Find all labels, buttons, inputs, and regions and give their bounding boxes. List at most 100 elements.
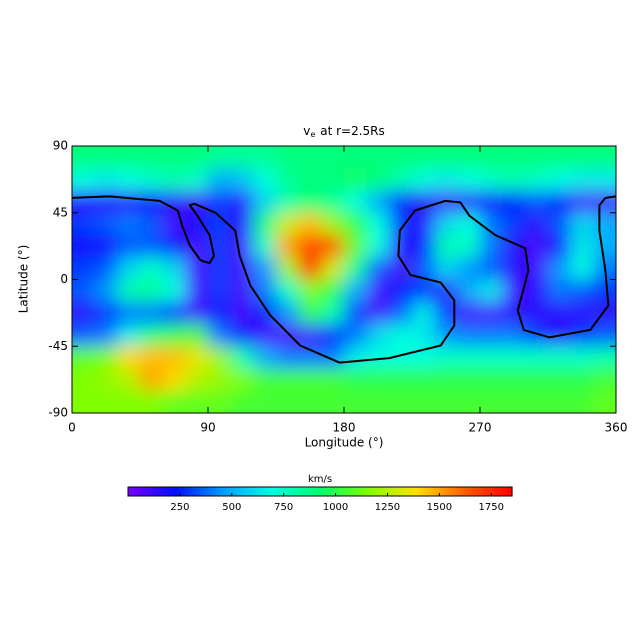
heat-cell [276,279,300,303]
heat-cell [253,235,277,258]
colorbar-swatch [294,487,297,496]
heat-cell [94,346,118,369]
heat-cell [344,235,368,258]
heat-cell [366,190,390,214]
colorbar-swatch [480,487,483,496]
heat-cell [298,168,322,191]
heat-cell [570,324,594,347]
heat-cell [548,190,572,214]
heat-cell [366,235,390,258]
colorbar-swatch [492,487,495,496]
heat-cell [72,346,96,369]
colorbar-swatch [440,487,443,496]
colorbar-swatch [502,487,505,496]
heat-cell [117,257,141,280]
colorbar-swatch [390,487,393,496]
heat-cell [140,279,164,303]
colorbar-swatch [278,487,281,496]
colorbar-swatch [178,487,181,496]
heat-cell [117,190,141,214]
heat-cell [276,168,300,191]
heat-cell [72,301,96,325]
heat-cell [389,346,413,369]
heat-cell [276,235,300,258]
colorbar-swatch [438,487,441,496]
colorbar-swatch [372,487,375,496]
colorbar-swatch [270,487,273,496]
heat-cell [117,301,141,325]
heat-cell [366,212,390,236]
colorbar-swatch [314,487,317,496]
y-tick-label: -45 [48,339,68,353]
heat-cell [230,168,254,191]
heat-cell [94,390,118,413]
colorbar-swatch [322,487,325,496]
heat-cell [434,235,458,258]
heat-cell [117,146,141,169]
heat-cell [525,212,549,236]
heat-cell [276,212,300,236]
colorbar-swatch [430,487,433,496]
colorbar-swatch [396,487,399,496]
heat-cell [72,390,96,413]
heat-cell [298,212,322,236]
heat-cell [140,346,164,369]
heat-cell [593,390,616,413]
colorbar-swatch [250,487,253,496]
heat-cell [298,257,322,280]
heat-cell [185,368,209,392]
colorbar-swatch [366,487,369,496]
colorbar-swatch [452,487,455,496]
heat-cell [230,324,254,347]
heat-cell [321,212,345,236]
colorbar-swatch [138,487,141,496]
colorbar-swatch [436,487,439,496]
heat-cell [94,235,118,258]
colorbar-swatch [272,487,275,496]
heat-cell [434,168,458,191]
colorbar-swatch [244,487,247,496]
colorbar-swatch [510,487,513,496]
heat-cell [230,235,254,258]
colorbar-swatch [288,487,291,496]
colorbar-swatch [306,487,309,496]
colorbar-swatch [156,487,159,496]
colorbar-swatch [412,487,415,496]
heat-cell [593,257,616,280]
heat-cell [412,235,436,258]
heat-cell [208,301,232,325]
heat-cell [140,146,164,169]
colorbar-swatch [398,487,401,496]
heat-cell [298,324,322,347]
colorbar-swatch [498,487,501,496]
heat-cell [72,324,96,347]
heat-cell [389,190,413,214]
colorbar-swatch [230,487,233,496]
colorbar-swatch [224,487,227,496]
heat-cell [502,146,526,169]
heat-cell [276,368,300,392]
colorbar-swatch [356,487,359,496]
x-tick-label: 90 [200,421,215,435]
heat-cell [457,235,481,258]
colorbar-swatch [418,487,421,496]
heat-cell [366,257,390,280]
heat-cell [457,279,481,303]
colorbar-swatch [392,487,395,496]
heat-cell [480,235,504,258]
colorbar-swatch [428,487,431,496]
colorbar-swatch [198,487,201,496]
colorbar-swatch [130,487,133,496]
x-tick-label: 180 [333,421,356,435]
heat-cell [253,368,277,392]
colorbar-swatch [388,487,391,496]
heat-cell [94,257,118,280]
heat-cell [253,390,277,413]
colorbar-swatch [490,487,493,496]
heat-cell [94,301,118,325]
heat-cell [548,235,572,258]
colorbar-tick-label: 500 [222,502,241,513]
colorbar-swatch [330,487,333,496]
heat-cell [230,146,254,169]
colorbar-swatch [426,487,429,496]
